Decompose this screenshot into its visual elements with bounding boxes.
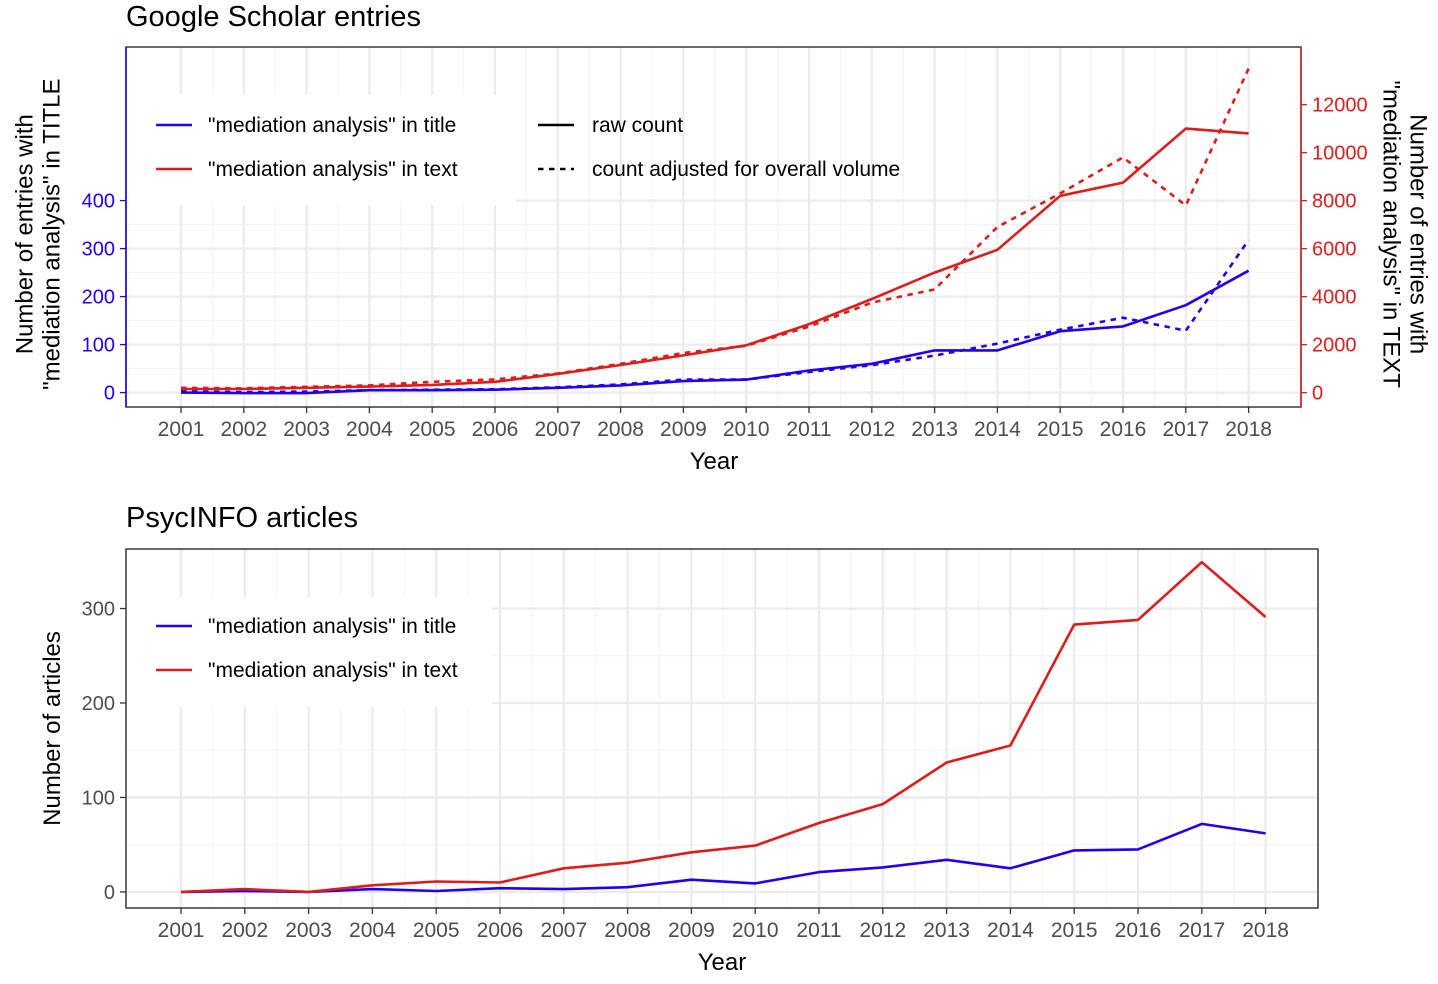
- y-tick-label: 100: [82, 335, 115, 357]
- x-tick-label: 2005: [413, 919, 460, 942]
- x-tick-label: 2006: [472, 418, 519, 441]
- legend-label: "mediation analysis" in title: [208, 114, 456, 137]
- y-right-tick-label: 8000: [1312, 191, 1357, 213]
- panel-1: Google Scholar entries "mediation analysi…: [12, 1, 1432, 475]
- y-tick-label: 0: [104, 882, 115, 904]
- x-tick-label: 2016: [1100, 418, 1147, 441]
- x-tick-label: 2005: [409, 418, 456, 441]
- x-tick-label: 2017: [1162, 418, 1209, 441]
- x-tick-label: 2017: [1178, 919, 1225, 942]
- x-tick-label: 2010: [723, 418, 770, 441]
- x-tick-label: 2007: [534, 418, 581, 441]
- series-line-2: [180, 560, 1267, 894]
- x-tick-label: 2018: [1242, 919, 1289, 942]
- x-tick-label: 2018: [1225, 418, 1272, 441]
- y-right-tick-label: 6000: [1312, 239, 1357, 261]
- series-line-2: [180, 239, 1250, 394]
- series-line-4: [180, 68, 1250, 390]
- x-tick-label: 2004: [349, 919, 396, 942]
- legend-background: [126, 95, 516, 205]
- x-tick-label: 2002: [221, 919, 268, 942]
- x-tick-label: 2001: [158, 418, 205, 441]
- x-tick-label: 2015: [1037, 418, 1084, 441]
- x-tick-label: 2016: [1115, 919, 1162, 942]
- legend-label: "mediation analysis" in text: [208, 158, 458, 181]
- x-tick-label: 2007: [540, 919, 587, 942]
- x-tick-label: 2008: [604, 919, 651, 942]
- x-tick-label: 2001: [158, 919, 205, 942]
- y-tick-label: 300: [82, 599, 115, 621]
- y-right-tick-label: 12000: [1312, 95, 1368, 117]
- x-tick-label: 2014: [987, 919, 1034, 942]
- x-tick-label: 2004: [346, 418, 393, 441]
- x-tick-label: 2011: [786, 418, 831, 441]
- legend-label: "mediation analysis" in text: [208, 659, 458, 682]
- y-right-tick-label: 10000: [1312, 143, 1368, 165]
- y-right-tick-label: 0: [1312, 383, 1323, 405]
- y-axis-title-right: Number of entries with"mediation analysi…: [1378, 80, 1432, 388]
- x-tick-label: 2003: [285, 919, 332, 942]
- y-tick-label: 0: [104, 383, 115, 405]
- y-axis-title-left: Number of entries with"mediation analysi…: [12, 78, 66, 389]
- x-tick-label: 2013: [923, 919, 970, 942]
- x-tick-label: 2002: [220, 418, 267, 441]
- y-tick-label: 400: [82, 191, 115, 213]
- y-tick-label: 300: [82, 239, 115, 261]
- x-tick-label: 2012: [859, 919, 906, 942]
- y-right-tick-label: 2000: [1312, 335, 1357, 357]
- x-tick-label: 2009: [660, 418, 707, 441]
- x-tick-label: 2013: [911, 418, 958, 441]
- y-axis-title: Number of articles: [39, 631, 66, 826]
- chart-title: Google Scholar entries: [126, 1, 421, 33]
- y-tick-label: 200: [82, 287, 115, 309]
- x-tick-label: 2012: [848, 418, 895, 441]
- x-tick-label: 2010: [732, 919, 779, 942]
- x-tick-label: 2015: [1051, 919, 1098, 942]
- x-tick-label: 2003: [283, 418, 330, 441]
- x-tick-label: 2006: [477, 919, 524, 942]
- y-tick-label: 100: [82, 787, 115, 809]
- panel-2: PsycINFO articles "mediation analysis" in…: [39, 502, 1319, 976]
- y-right-tick-label: 4000: [1312, 287, 1357, 309]
- chart-title: PsycINFO articles: [126, 502, 358, 534]
- x-tick-label: 2008: [597, 418, 644, 441]
- panel-border: [125, 548, 1319, 909]
- y-tick-label: 200: [82, 693, 115, 715]
- x-axis-title: Year: [698, 949, 747, 976]
- x-tick-label: 2011: [796, 919, 841, 942]
- series-line-1: [180, 822, 1266, 894]
- x-tick-label: 2014: [974, 418, 1021, 441]
- x-tick-label: 2009: [668, 919, 715, 942]
- legend-background: [126, 597, 492, 707]
- legend-linetype-label: raw count: [592, 114, 683, 137]
- legend-linetype-label: count adjusted for overall volume: [592, 158, 900, 181]
- x-axis-title: Year: [690, 448, 739, 475]
- legend-label: "mediation analysis" in title: [208, 615, 456, 638]
